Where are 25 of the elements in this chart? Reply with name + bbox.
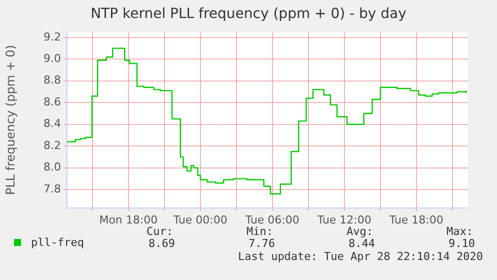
- chart-title: NTP kernel PLL frequency (ppm + 0) - by day: [90, 6, 408, 22]
- text: Max:: [446, 225, 473, 238]
- text: 9.10: [448, 237, 475, 250]
- y-tick-label: 8.4: [44, 117, 61, 130]
- text: 8.44: [348, 237, 375, 250]
- y-tick-label: 8.6: [44, 95, 61, 108]
- y-tick-label: 9.2: [44, 30, 61, 44]
- legend-label: pll-freq: [31, 236, 84, 249]
- x-tick-label: Tue 06:00: [244, 213, 300, 226]
- text: Cur:: [146, 225, 173, 238]
- text: Min:: [246, 225, 273, 238]
- x-tick-label: Tue 00:00: [172, 213, 228, 226]
- text: 8.69: [148, 237, 175, 250]
- x-tick-label: Tue 12:00: [316, 213, 372, 226]
- y-axis-title: PLL frequency (ppm + 0): [3, 44, 18, 196]
- text: Avg:: [346, 225, 373, 238]
- y-tick-label: 8.0: [44, 160, 61, 174]
- y-tick-label: 8.2: [44, 138, 61, 152]
- y-tick-label: 7.8: [44, 182, 61, 196]
- y-tick-label: 9.0: [44, 52, 61, 66]
- y-tick-label: 8.8: [44, 74, 61, 87]
- text: 7.76: [248, 237, 275, 250]
- x-tick-label: Mon 18:00: [99, 213, 158, 226]
- text: Last update: Tue Apr 28 22:10:14 2020: [238, 250, 483, 263]
- x-tick-label: Tue 18:00: [388, 213, 444, 226]
